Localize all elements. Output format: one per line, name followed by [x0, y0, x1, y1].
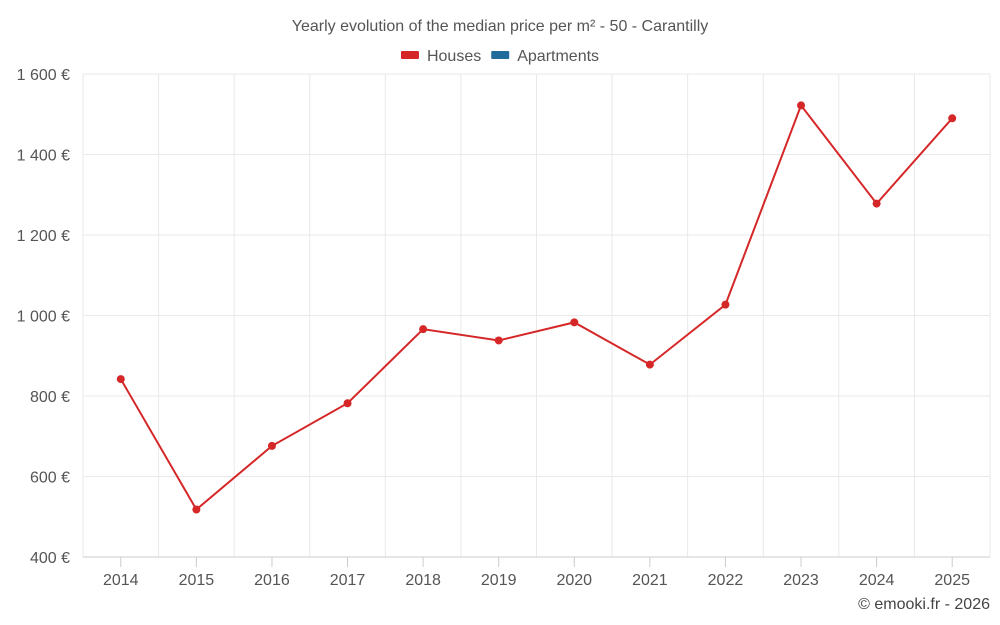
- x-tick-label: 2019: [481, 572, 517, 589]
- x-tick-label: 2025: [934, 572, 970, 589]
- legend-item-houses[interactable]: Houses: [400, 48, 481, 65]
- y-tick-label: 800 €: [30, 389, 70, 406]
- x-tick-label: 2016: [254, 572, 290, 589]
- y-tick-label: 400 €: [30, 550, 70, 567]
- data-point-houses[interactable]: [494, 336, 503, 345]
- x-tick-label: 2017: [330, 572, 366, 589]
- y-tick-label: 1 000 €: [17, 309, 70, 326]
- y-tick-label: 600 €: [30, 470, 70, 487]
- legend-label: Apartments: [517, 48, 599, 65]
- data-point-houses[interactable]: [570, 318, 579, 327]
- legend-swatch: [491, 51, 510, 59]
- data-point-houses[interactable]: [267, 441, 276, 450]
- data-point-houses[interactable]: [116, 375, 125, 384]
- x-tick-label: 2022: [708, 572, 744, 589]
- chart-legend: Houses Apartments: [400, 48, 599, 65]
- y-tick-label: 1 400 €: [17, 148, 70, 165]
- x-tick-label: 2018: [405, 572, 441, 589]
- legend-item-apartments[interactable]: Apartments: [491, 48, 599, 65]
- x-tick-label: 2014: [103, 572, 139, 589]
- legend-swatch: [400, 51, 419, 59]
- x-tick-label: 2024: [859, 572, 895, 589]
- series-line-houses: [119, 103, 953, 512]
- data-point-houses[interactable]: [419, 325, 428, 334]
- chart-credit: © emooki.fr - 2026: [858, 596, 990, 613]
- y-tick-label: 1 200 €: [17, 228, 70, 245]
- x-tick-label: 2021: [632, 572, 668, 589]
- data-point-houses[interactable]: [343, 399, 352, 408]
- y-tick-label: 1 600 €: [17, 67, 70, 84]
- data-point-houses[interactable]: [797, 101, 806, 110]
- chart-series: [116, 101, 957, 514]
- data-point-houses[interactable]: [192, 505, 201, 514]
- data-point-houses[interactable]: [721, 300, 730, 309]
- data-point-houses[interactable]: [948, 114, 957, 123]
- x-axis: 2014 2015 2016 2017 2018 2019 2020 2021 2022 2023…: [83, 556, 990, 589]
- x-tick-label: 2023: [783, 572, 819, 589]
- data-point-houses[interactable]: [872, 199, 881, 208]
- chart-grid: [82, 73, 991, 557]
- legend-label: Houses: [427, 48, 481, 65]
- data-point-houses[interactable]: [645, 360, 654, 369]
- y-axis: 400 € 600 € 800 € 1 000 € 1 200 € 1 400 € 1 60…: [17, 67, 70, 567]
- chart-title: Yearly evolution of the median price per…: [292, 18, 709, 35]
- x-tick-label: 2015: [179, 572, 215, 589]
- x-tick-label: 2020: [556, 572, 592, 589]
